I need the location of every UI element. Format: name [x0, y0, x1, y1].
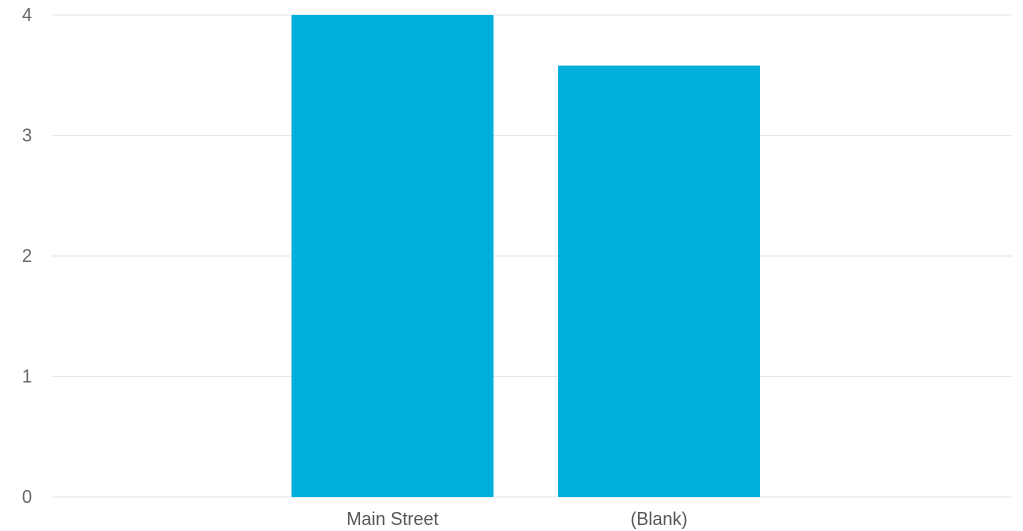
y-tick-label: 0: [22, 487, 32, 507]
y-tick-label: 1: [22, 367, 32, 387]
x-axis-ticks: Main Street (Blank): [346, 509, 687, 529]
y-tick-label: 3: [22, 126, 32, 146]
bar-1[interactable]: [291, 15, 494, 497]
x-tick-label: (Blank): [630, 509, 687, 529]
gridlines: [52, 14, 1012, 498]
y-tick-label: 4: [22, 5, 32, 25]
bar-2[interactable]: [558, 65, 760, 498]
bars: [291, 15, 760, 498]
y-tick-label: 2: [22, 246, 32, 266]
x-tick-label: Main Street: [346, 509, 438, 529]
y-axis-ticks: 0 1 2 3 4: [22, 5, 32, 507]
